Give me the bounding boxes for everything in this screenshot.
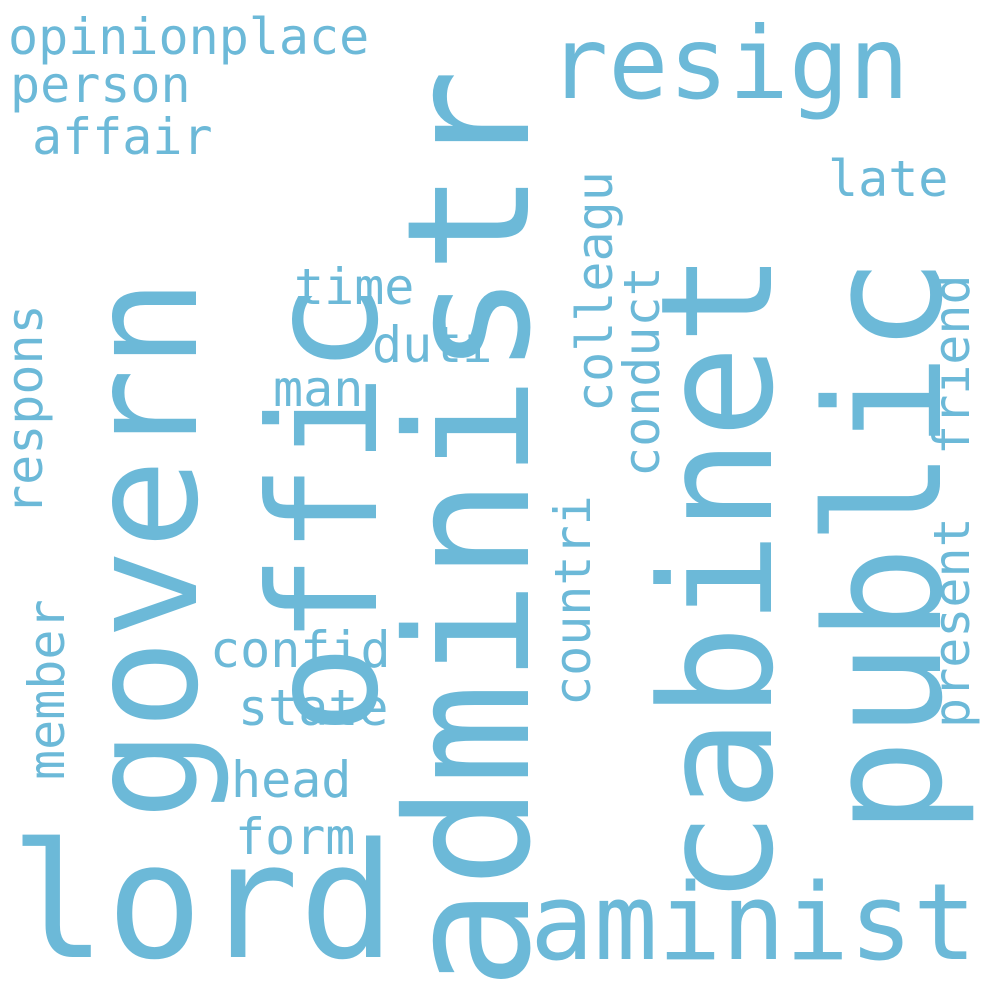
word-member: member — [18, 599, 76, 780]
word-aminist: aminist — [530, 861, 977, 984]
word-state: state — [238, 679, 389, 737]
word-head: head — [231, 751, 352, 809]
word-govern: govern — [58, 278, 232, 820]
word-present: present — [923, 517, 981, 728]
word-late: late — [828, 150, 949, 208]
word-duti: duti — [372, 316, 493, 374]
word-time: time — [294, 258, 415, 316]
word-confid: confid — [210, 621, 391, 679]
word-lord: lord — [10, 808, 396, 995]
word-resign: resign — [548, 5, 910, 122]
word-form: form — [235, 808, 356, 866]
word-affair: affair — [32, 108, 213, 166]
word-countri: countri — [544, 495, 602, 706]
word-conduct: conduct — [613, 266, 671, 477]
word-person: person — [10, 56, 191, 114]
word-friend: friend — [923, 274, 981, 455]
word-respons: respons — [0, 304, 54, 515]
word-man: man — [273, 360, 364, 418]
word-opinionplace: opinionplace — [8, 8, 370, 66]
word-administr: administr — [371, 68, 569, 990]
